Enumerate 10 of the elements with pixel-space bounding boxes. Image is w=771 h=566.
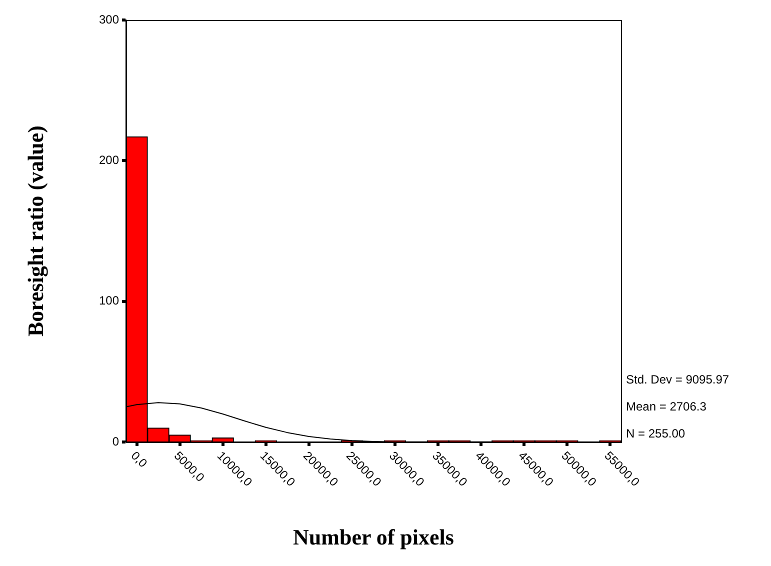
y-axis-title: Boresight ratio (value) xyxy=(22,125,48,337)
y-tick-label: 200 xyxy=(98,152,120,167)
y-tick-label: 300 xyxy=(98,12,120,26)
x-tick-label: 0,0 xyxy=(128,448,150,470)
y-tick-label: 100 xyxy=(98,294,120,308)
text: Std. Dev = 9095.97 xyxy=(626,372,730,386)
text: N = 255.00 xyxy=(626,426,686,440)
y-tick-label: 0 xyxy=(112,434,120,448)
x-axis-title: Number of pixels xyxy=(293,524,454,550)
text: Mean = 2706.3 xyxy=(626,399,707,414)
